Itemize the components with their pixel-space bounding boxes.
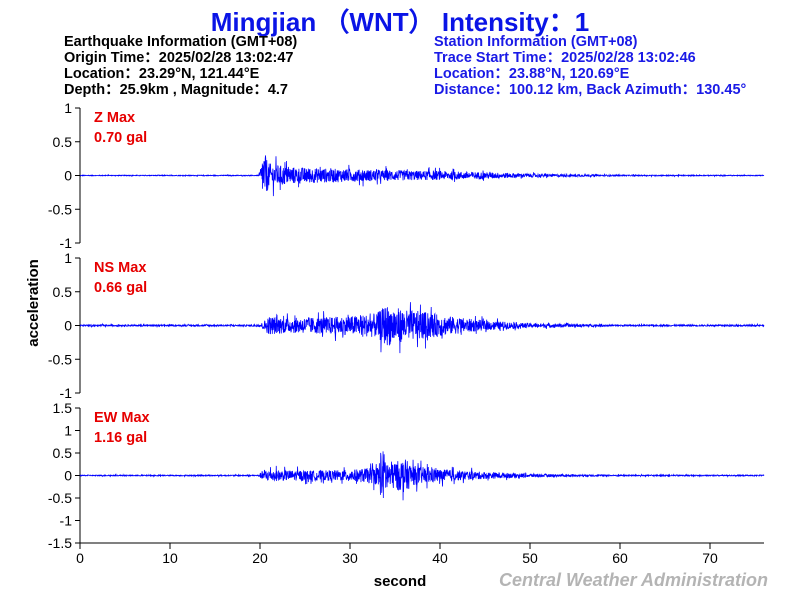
ns-y-tick-label: 0.5 xyxy=(53,284,73,300)
ew-max-label: EW Max xyxy=(94,410,150,426)
station-info: Station Information (GMT+08) Trace Start… xyxy=(434,34,746,98)
ew-y-tick-label: -0.5 xyxy=(48,490,72,506)
ns-y-tick-label: 0 xyxy=(64,318,72,334)
ew-y-tick-label: 0 xyxy=(64,468,72,484)
ns-y-tick-label: -1 xyxy=(60,385,73,401)
station-location: Location：23.88°N, 120.69°E xyxy=(434,66,630,82)
earthquake-info: Earthquake Information (GMT+08) Origin T… xyxy=(64,34,297,98)
epicenter-location: Location：23.29°N, 121.44°E xyxy=(64,66,260,82)
ew-y-tick-label: 1.5 xyxy=(53,400,73,416)
agency-credit: Central Weather Administration xyxy=(498,570,768,590)
z-y-tick-label: 1 xyxy=(64,100,72,116)
ns-y-tick-label: -0.5 xyxy=(48,351,72,367)
z-max-label: Z Max xyxy=(94,110,135,126)
x-tick-label: 0 xyxy=(76,550,84,566)
ew-y-tick-label: -1.5 xyxy=(48,535,72,551)
trace-start-time: Trace Start Time：2025/02/28 13:02:46 xyxy=(434,50,696,66)
ew-waveform-series xyxy=(79,451,765,501)
origin-time: Origin Time：2025/02/28 13:02:47 xyxy=(64,50,294,66)
z-waveform-series xyxy=(79,155,765,197)
station-info-header: Station Information (GMT+08) xyxy=(434,34,638,50)
x-tick-label: 60 xyxy=(612,550,628,566)
z-y-tick-label: -1 xyxy=(60,235,73,251)
ns-max-label: NS Max xyxy=(94,260,146,276)
z-y-tick-label: 0.5 xyxy=(53,134,73,150)
ew-y-tick-label: 1 xyxy=(64,423,72,439)
depth-magnitude: Depth：25.9km , Magnitude：4.7 xyxy=(64,82,288,98)
z-y-tick-label: 0 xyxy=(64,168,72,184)
ns-waveform-series xyxy=(79,302,765,354)
ew-max-value: 1.16 gal xyxy=(94,430,147,446)
ns-y-tick-label: 1 xyxy=(64,250,72,266)
x-tick-label: 30 xyxy=(342,550,358,566)
z-y-tick-label: -0.5 xyxy=(48,201,72,217)
y-axis-label: acceleration xyxy=(25,259,42,347)
ew-y-tick-label: 0.5 xyxy=(53,445,73,461)
x-tick-label: 20 xyxy=(252,550,268,566)
ns-max-value: 0.66 gal xyxy=(94,280,147,296)
distance-azimuth: Distance：100.12 km, Back Azimuth：130.45° xyxy=(434,82,747,98)
x-axis-label: second xyxy=(374,573,427,590)
ew-y-tick-label: -1 xyxy=(60,513,73,529)
z-max-value: 0.70 gal xyxy=(94,130,147,146)
x-tick-label: 10 xyxy=(162,550,178,566)
earthquake-info-header: Earthquake Information (GMT+08) xyxy=(64,34,298,50)
chart-title: Mingjian （WNT） Intensity：1 xyxy=(210,7,590,37)
x-tick-label: 40 xyxy=(432,550,448,566)
x-tick-label: 70 xyxy=(702,550,718,566)
x-tick-label: 50 xyxy=(522,550,538,566)
